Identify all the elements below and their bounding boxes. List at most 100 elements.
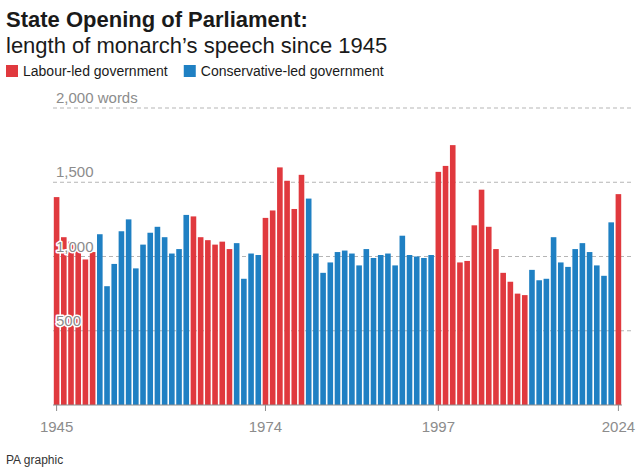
bar (162, 237, 168, 405)
bar (97, 234, 103, 405)
x-tick-label: 1945 (40, 418, 73, 435)
chart: State Opening of Parliament:length of mo… (0, 0, 640, 471)
bar (248, 254, 254, 405)
bar (299, 175, 305, 405)
bar (270, 210, 276, 405)
legend-label: Conservative-led government (201, 63, 384, 79)
x-tick (438, 405, 439, 411)
bar (450, 145, 456, 405)
bar (356, 265, 362, 405)
bar (111, 264, 117, 405)
subtitle: length of monarch’s speech since 1945 (6, 33, 387, 58)
bar (385, 254, 391, 405)
bar (313, 254, 319, 405)
bar (608, 222, 614, 405)
bar (428, 255, 434, 405)
bar (558, 262, 564, 405)
bar (219, 242, 225, 405)
bar (241, 279, 247, 405)
bar (443, 166, 449, 405)
y-tick-label: 500 (56, 312, 81, 329)
bar (479, 190, 485, 405)
bar (140, 245, 146, 405)
bar (508, 282, 514, 405)
x-tick-label: 2024 (602, 418, 635, 435)
x-axis-line (53, 405, 622, 406)
bar (90, 252, 96, 405)
bar (572, 249, 578, 405)
bar (464, 261, 470, 405)
bar (486, 227, 492, 405)
bar (472, 225, 478, 405)
x-tick (265, 405, 266, 411)
bar (551, 237, 557, 405)
y-tick-label: 1,500 (56, 163, 94, 180)
bar (205, 240, 211, 405)
bar (255, 255, 261, 405)
bar (147, 233, 153, 405)
bar (234, 243, 240, 405)
bar (500, 273, 506, 405)
bar (277, 167, 283, 405)
bar (342, 251, 348, 405)
bar (198, 237, 204, 405)
bar (212, 245, 218, 405)
source: PA graphic (6, 453, 63, 467)
bar (378, 255, 384, 405)
bar (371, 258, 377, 405)
grid-line (53, 108, 632, 109)
legend-label: Labour-led government (23, 63, 168, 79)
bar (119, 231, 125, 405)
x-tick-label: 1974 (249, 418, 282, 435)
legend-swatch (6, 65, 18, 77)
legend-swatch (184, 65, 196, 77)
bar (54, 197, 60, 405)
bar (544, 279, 550, 405)
bar (284, 181, 290, 405)
bar (83, 259, 89, 405)
bar (601, 276, 607, 405)
bars (54, 145, 621, 405)
bar (414, 257, 420, 406)
bar (191, 216, 197, 405)
x-tick-label: 1997 (422, 418, 455, 435)
bar (515, 294, 521, 405)
title: State Opening of Parliament: (6, 7, 308, 32)
bar (364, 249, 370, 405)
bar (493, 249, 499, 405)
y-tick-label: 1,000 (56, 238, 94, 255)
bar (529, 270, 535, 405)
bar (580, 243, 586, 405)
bar (436, 172, 442, 405)
bar (421, 258, 427, 405)
bar (349, 254, 355, 405)
background (0, 0, 640, 471)
bar (522, 295, 528, 405)
bar (587, 252, 593, 405)
legend-entry: Labour-led government (6, 63, 168, 79)
bar (291, 209, 297, 405)
legend-entry: Conservative-led government (184, 63, 384, 79)
bar (176, 249, 182, 405)
bar (565, 267, 571, 405)
x-tick (618, 405, 619, 411)
bar (306, 199, 312, 405)
bar (407, 255, 413, 405)
bar (227, 249, 233, 405)
bar (126, 219, 132, 405)
x-tick (56, 405, 57, 411)
bar (392, 265, 398, 405)
grid-line (53, 182, 632, 183)
y-tick-label: 2,000 words (56, 89, 138, 106)
bar (335, 252, 341, 405)
bar (263, 218, 269, 405)
bar (400, 236, 406, 405)
bar (169, 254, 175, 405)
bar (104, 286, 110, 405)
bar (320, 273, 326, 405)
bar (155, 227, 161, 405)
bar (327, 262, 333, 405)
bar (594, 265, 600, 405)
bar (536, 280, 542, 405)
bar (133, 268, 139, 405)
